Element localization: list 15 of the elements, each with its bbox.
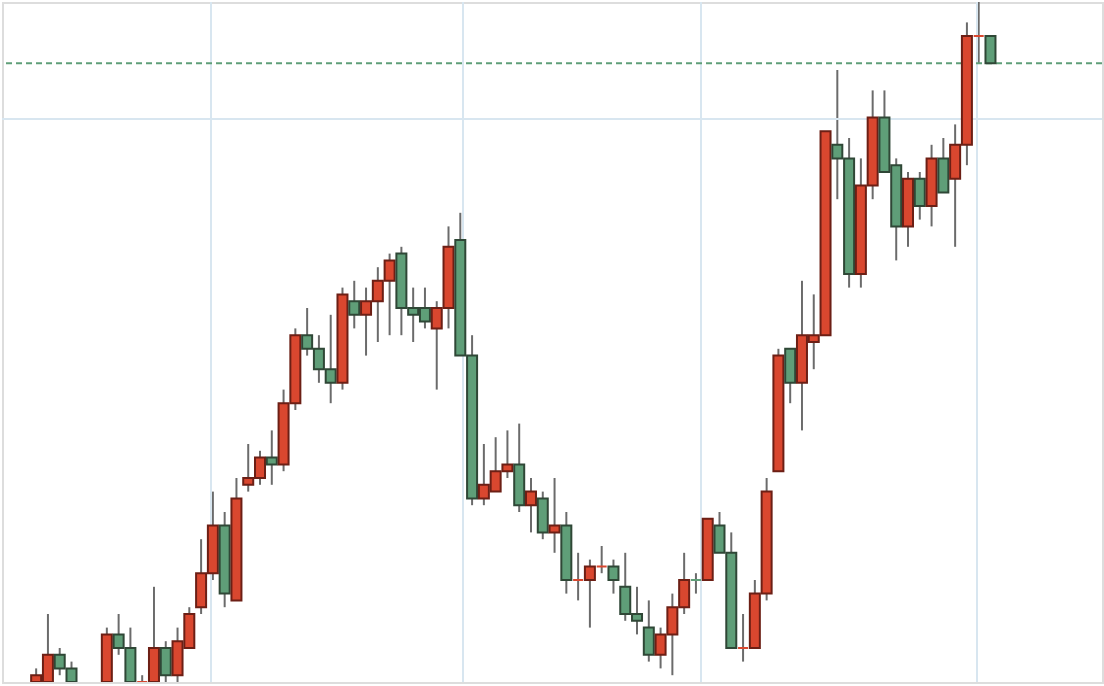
- candlestick: [689, 572, 702, 595]
- candlestick: [348, 279, 361, 330]
- candlestick: [536, 490, 549, 541]
- candlestick: [100, 626, 113, 683]
- candlestick: [925, 143, 938, 228]
- candlestick: [902, 171, 915, 248]
- candlestick: [159, 640, 172, 683]
- candlestick: [607, 558, 620, 595]
- candlestick: [524, 477, 537, 534]
- candlestick: [784, 347, 797, 405]
- candlestick: [642, 599, 655, 663]
- candlestick: [937, 137, 950, 194]
- candlestick: [265, 429, 278, 486]
- candlestick: [513, 422, 526, 513]
- candlestick: [913, 171, 926, 221]
